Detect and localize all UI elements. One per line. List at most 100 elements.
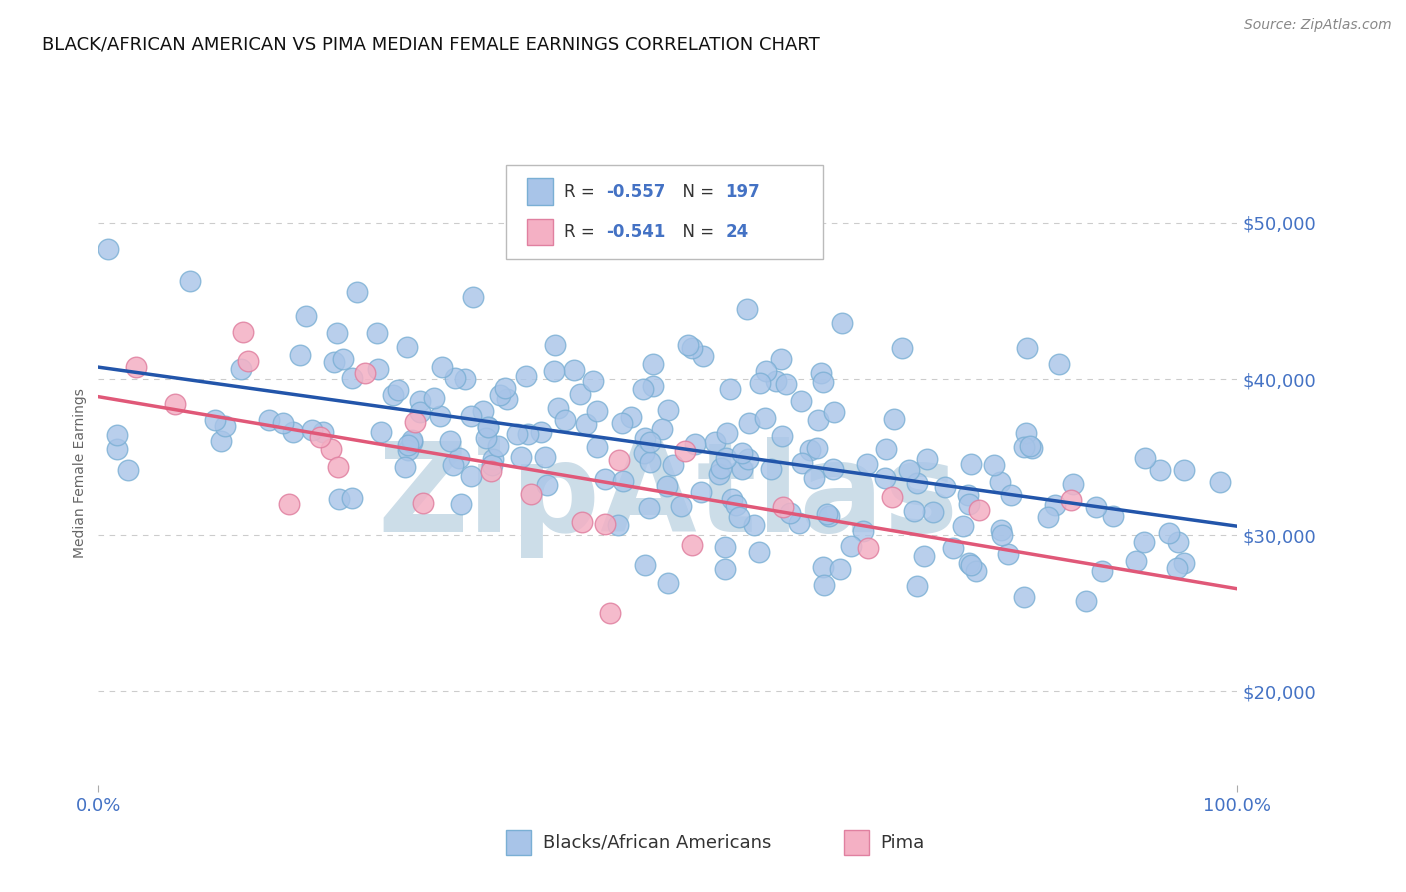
- Point: [430, 359, 453, 374]
- Point: [707, 467, 730, 481]
- Point: [856, 458, 879, 472]
- Point: [543, 363, 565, 377]
- Point: [308, 430, 330, 444]
- Point: [662, 458, 685, 472]
- Point: [891, 342, 914, 356]
- Point: [799, 443, 821, 458]
- Point: [828, 562, 851, 576]
- Point: [382, 388, 405, 402]
- Point: [681, 538, 703, 552]
- Point: [856, 541, 879, 555]
- Point: [409, 393, 432, 408]
- Point: [105, 428, 128, 442]
- Point: [818, 508, 841, 523]
- Point: [494, 381, 516, 395]
- Point: [633, 446, 655, 460]
- Point: [755, 364, 778, 378]
- Point: [1062, 477, 1084, 491]
- Point: [638, 455, 661, 469]
- Point: [412, 496, 434, 510]
- Point: [725, 498, 748, 512]
- Point: [97, 242, 120, 256]
- Point: [988, 475, 1011, 490]
- Point: [772, 500, 794, 514]
- Point: [163, 397, 186, 411]
- Point: [657, 402, 679, 417]
- Point: [332, 352, 354, 367]
- Point: [952, 518, 974, 533]
- Point: [714, 451, 737, 466]
- Point: [811, 376, 834, 390]
- Point: [704, 435, 727, 450]
- Point: [852, 524, 875, 538]
- Point: [460, 409, 482, 424]
- Point: [1012, 440, 1035, 454]
- Point: [401, 434, 423, 449]
- Point: [922, 505, 945, 519]
- Point: [278, 497, 301, 511]
- Point: [957, 556, 980, 570]
- Text: N =: N =: [672, 223, 720, 241]
- Point: [401, 433, 423, 447]
- Point: [606, 518, 628, 533]
- Point: [710, 461, 733, 475]
- Point: [676, 338, 699, 352]
- Point: [969, 503, 991, 517]
- Point: [475, 431, 498, 445]
- Point: [595, 472, 617, 486]
- Point: [1021, 442, 1043, 456]
- Point: [831, 316, 853, 330]
- Y-axis label: Median Female Earnings: Median Female Earnings: [73, 388, 87, 558]
- Point: [271, 416, 294, 430]
- Text: 197: 197: [725, 183, 761, 201]
- Point: [509, 450, 531, 465]
- Point: [387, 383, 409, 397]
- Point: [439, 434, 461, 449]
- Point: [811, 559, 834, 574]
- Point: [1157, 525, 1180, 540]
- Point: [713, 540, 735, 554]
- Point: [447, 451, 470, 466]
- Point: [582, 374, 605, 388]
- Text: -0.541: -0.541: [606, 223, 665, 241]
- Point: [638, 434, 661, 449]
- Point: [651, 422, 673, 436]
- Point: [690, 485, 713, 500]
- Point: [714, 562, 737, 576]
- Point: [1019, 439, 1042, 453]
- Point: [959, 558, 981, 572]
- Text: ZipAtlas: ZipAtlas: [377, 437, 959, 558]
- Point: [1166, 561, 1188, 575]
- Point: [515, 368, 537, 383]
- Point: [124, 360, 146, 375]
- Point: [742, 517, 765, 532]
- Point: [454, 372, 477, 386]
- Point: [631, 382, 654, 396]
- Point: [209, 434, 232, 449]
- Point: [423, 392, 446, 406]
- Point: [342, 491, 364, 505]
- Point: [671, 499, 693, 513]
- Point: [1043, 499, 1066, 513]
- Point: [1000, 488, 1022, 502]
- Point: [1036, 510, 1059, 524]
- Text: 24: 24: [725, 223, 749, 241]
- Point: [790, 456, 813, 470]
- Point: [748, 545, 770, 559]
- Point: [1125, 554, 1147, 568]
- Point: [288, 348, 311, 362]
- Point: [495, 392, 517, 406]
- Point: [803, 471, 825, 485]
- Point: [574, 417, 596, 431]
- Point: [634, 431, 657, 445]
- Point: [354, 367, 377, 381]
- Text: R =: R =: [564, 183, 600, 201]
- Point: [883, 411, 905, 425]
- Text: Source: ZipAtlas.com: Source: ZipAtlas.com: [1244, 18, 1392, 32]
- Point: [328, 491, 350, 506]
- Point: [489, 388, 512, 402]
- Point: [1209, 475, 1232, 489]
- Point: [673, 444, 696, 458]
- Point: [821, 462, 844, 476]
- Point: [204, 413, 226, 427]
